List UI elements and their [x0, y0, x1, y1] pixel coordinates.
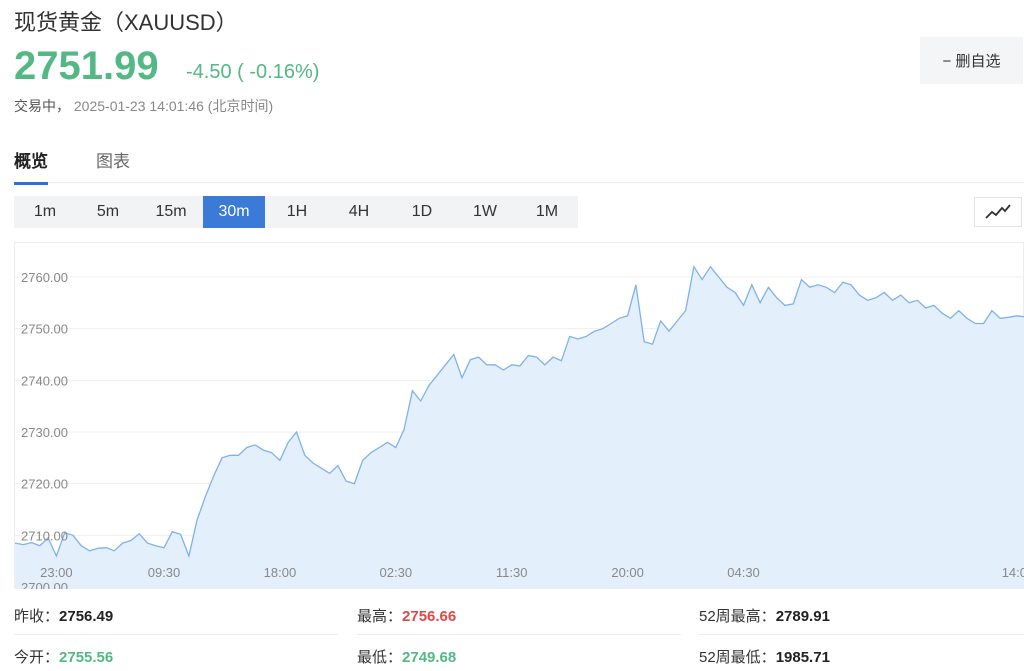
stat-low: 最低：2749.68	[357, 646, 456, 667]
period-15m[interactable]: 15m	[155, 203, 187, 220]
period-30m[interactable]: 30m	[203, 196, 265, 228]
period-5m[interactable]: 5m	[96, 203, 120, 220]
quote-datetime: 2025-01-23 14:01:46	[73, 98, 204, 114]
page-title: 现货黄金（XAUUSD）	[14, 10, 238, 35]
period-1m[interactable]: 1m	[33, 203, 57, 220]
divider	[14, 634, 338, 635]
stat-52w-high: 52周最高：2789.91	[699, 605, 830, 626]
stat-label: 今开：	[14, 649, 60, 666]
current-price: 2751.99	[14, 44, 159, 88]
stat-label: 昨收：	[14, 608, 60, 625]
stat-label: 52周最低：	[699, 649, 776, 666]
period-selector: 1m 5m 15m 30m 1H 4H 1D 1W 1M	[14, 196, 578, 228]
y-tick-label: 2740.00	[21, 373, 68, 388]
x-tick-label: 23:00	[40, 565, 73, 580]
y-tick-label: 2750.00	[21, 322, 68, 337]
stat-value: 1985.71	[775, 649, 830, 666]
y-tick-label: 2710.00	[21, 528, 68, 543]
price-area	[15, 266, 1024, 589]
stat-label: 52周最高：	[699, 608, 776, 625]
trading-status: 交易中， 2025-01-23 14:01:46 (北京时间)	[14, 96, 273, 116]
x-tick-label: 11:30	[496, 565, 528, 580]
period-1h[interactable]: 1H	[286, 203, 308, 220]
timezone-label: (北京时间)	[207, 98, 274, 114]
stat-high: 最高：2756.66	[357, 605, 456, 626]
y-tick-label: 2760.00	[21, 270, 68, 285]
divider	[357, 634, 681, 635]
tab-chart[interactable]: 图表	[96, 152, 130, 171]
line-chart-icon	[985, 204, 1011, 219]
y-tick-label: 2700.00	[21, 580, 68, 589]
price-chart[interactable]: 2760.00 2750.00 2740.00 2730.00 2720.00 2710.…	[14, 242, 1024, 589]
stat-value: 2755.56	[59, 649, 114, 666]
price-line	[15, 264, 1024, 559]
stat-52w-low: 52周最低：1985.71	[699, 646, 830, 667]
stat-open: 今开：2755.56	[14, 646, 113, 667]
tab-bar: 概览 图表	[14, 145, 1024, 185]
remove-watchlist-button[interactable]: − 删自选	[920, 37, 1023, 84]
stat-label: 最低：	[357, 649, 403, 666]
x-tick-label: 09:30	[148, 565, 181, 580]
divider	[699, 634, 1024, 635]
x-tick-label: 20:00	[611, 565, 644, 580]
x-tick-label: 14:0	[1002, 565, 1024, 580]
y-tick-label: 2720.00	[21, 477, 68, 492]
period-4h[interactable]: 4H	[348, 203, 370, 220]
period-1w[interactable]: 1W	[473, 203, 497, 220]
tab-overview[interactable]: 概览	[14, 147, 48, 185]
stat-prev-close: 昨收：2756.49	[14, 605, 113, 626]
period-1mo[interactable]: 1M	[535, 203, 559, 220]
y-tick-label: 2730.00	[21, 425, 68, 440]
chart-type-button[interactable]	[974, 197, 1022, 227]
period-1d[interactable]: 1D	[411, 203, 433, 220]
stat-value: 2749.68	[402, 649, 457, 666]
stats-panel: 昨收：2756.49 最高：2756.66 52周最高：2789.91 今开：2…	[0, 598, 1024, 671]
x-tick-label: 18:00	[264, 565, 297, 580]
price-change: -4.50 ( -0.16%)	[186, 61, 320, 83]
stat-label: 最高：	[357, 608, 403, 625]
stat-value: 2756.49	[59, 608, 114, 625]
x-tick-label: 02:30	[380, 565, 413, 580]
x-tick-label: 04:30	[727, 565, 760, 580]
stat-value: 2789.91	[775, 608, 830, 625]
stat-value: 2756.66	[402, 608, 457, 625]
status-label: 交易中，	[14, 98, 70, 114]
